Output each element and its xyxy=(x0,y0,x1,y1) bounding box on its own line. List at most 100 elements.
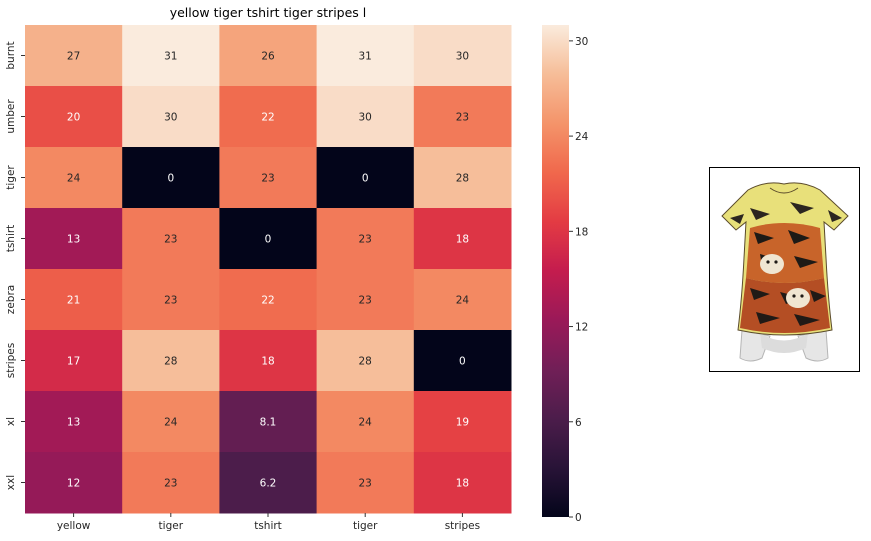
heatmap-cell xyxy=(413,208,512,270)
y-tick-label: zebra xyxy=(5,285,17,314)
heatmap-cell xyxy=(413,86,512,148)
product-image-panel xyxy=(709,167,860,372)
heatmap-cell xyxy=(316,330,415,392)
cell-annotation: 0 xyxy=(362,173,369,185)
y-tick-label: tiger xyxy=(5,165,17,190)
cell-annotation: 17 xyxy=(67,356,80,368)
colorbar-tick-label: 12 xyxy=(575,322,588,334)
cell-annotation: 22 xyxy=(261,295,274,307)
cell-annotation: 24 xyxy=(456,295,470,307)
cell-annotation: 28 xyxy=(456,173,469,185)
cell-annotation: 18 xyxy=(456,478,469,490)
cell-annotation: 28 xyxy=(359,356,372,368)
colorbar-gradient xyxy=(542,25,569,517)
heatmap-cell xyxy=(316,208,415,270)
cell-annotation: 6.2 xyxy=(260,478,277,490)
heatmap-cell xyxy=(413,391,512,453)
cell-annotation: 23 xyxy=(164,478,177,490)
cell-annotation: 23 xyxy=(456,112,469,124)
heatmap-cell xyxy=(219,208,318,270)
cell-annotation: 24 xyxy=(67,173,81,185)
cell-annotation: 13 xyxy=(67,417,80,429)
cell-annotation: 0 xyxy=(167,173,174,185)
cell-annotation: 21 xyxy=(67,295,80,307)
heatmap-cell xyxy=(413,147,512,209)
y-tick-label: umber xyxy=(5,99,17,134)
heatmap-cell xyxy=(122,86,220,148)
heatmap-cell xyxy=(219,269,318,331)
cell-annotation: 22 xyxy=(261,112,274,124)
heatmap-cell xyxy=(25,452,123,514)
cell-annotation: 30 xyxy=(164,112,177,124)
cell-annotation: 30 xyxy=(456,51,469,63)
cell-annotation: 23 xyxy=(164,234,177,246)
heatmap-cell xyxy=(122,330,220,392)
heatmap-cell xyxy=(316,147,415,209)
heatmap-cells: 27 31 26 31 30 20 30 22 30 23 24 0 23 0 28 13 23 0 23 18 21 2… xyxy=(25,25,512,514)
cell-annotation: 31 xyxy=(359,51,372,63)
heatmap-cell xyxy=(122,147,220,209)
heatmap-cell xyxy=(25,25,123,87)
cell-annotation: 0 xyxy=(265,234,272,246)
heatmap-cell xyxy=(316,391,415,453)
heatmap-cell xyxy=(25,86,123,148)
y-tick-label: xxl xyxy=(5,475,17,490)
heatmap-cell xyxy=(413,330,512,392)
heatmap-cell xyxy=(219,391,318,453)
colorbar-tick-label: 6 xyxy=(575,417,582,429)
x-tick-label: yellow xyxy=(57,520,91,532)
y-axis-ticks: burnt umber tiger tshirt zebra stripes xl xxl xyxy=(5,41,25,490)
colorbar-tick-label: 24 xyxy=(575,131,589,143)
cell-annotation: 8.1 xyxy=(260,417,277,429)
heatmap-cell xyxy=(122,391,220,453)
heatmap-cell xyxy=(219,25,318,87)
x-tick-label: tshirt xyxy=(254,520,282,532)
heatmap-cell xyxy=(316,452,415,514)
heatmap-cell xyxy=(25,269,123,331)
heatmap-cell xyxy=(122,269,220,331)
chart-title: yellow tiger tshirt tiger stripes l xyxy=(170,5,367,20)
x-tick-label: stripes xyxy=(445,520,480,532)
x-axis-ticks: yellow tiger tshirt tiger stripes xyxy=(57,513,480,532)
colorbar: 0 6 12 18 24 30 xyxy=(542,25,589,524)
heatmap-cell xyxy=(25,391,123,453)
cell-annotation: 23 xyxy=(359,478,372,490)
heatmap-cell xyxy=(25,330,123,392)
cell-annotation: 18 xyxy=(456,234,469,246)
heatmap-cell xyxy=(25,147,123,209)
cell-annotation: 23 xyxy=(261,173,274,185)
heatmap-cell xyxy=(413,269,512,331)
heatmap-cell xyxy=(316,269,415,331)
heatmap-cell xyxy=(219,330,318,392)
heatmap-cell xyxy=(122,452,220,514)
x-tick-label: tiger xyxy=(353,520,378,532)
cell-annotation: 12 xyxy=(67,478,80,490)
cell-annotation: 19 xyxy=(456,417,469,429)
cell-annotation: 20 xyxy=(67,112,80,124)
cell-annotation: 24 xyxy=(164,417,178,429)
colorbar-tick-label: 18 xyxy=(575,226,588,238)
cell-annotation: 28 xyxy=(164,356,177,368)
heatmap-cell xyxy=(413,452,512,514)
cell-annotation: 31 xyxy=(164,51,177,63)
cell-annotation: 30 xyxy=(359,112,372,124)
cell-annotation: 13 xyxy=(67,234,80,246)
heatmap-cell xyxy=(316,25,415,87)
cell-annotation: 27 xyxy=(67,51,80,63)
heatmap-cell xyxy=(122,208,220,270)
cell-annotation: 24 xyxy=(359,417,373,429)
tiger-print-tshirt-image xyxy=(721,182,849,362)
y-tick-label: xl xyxy=(5,417,17,426)
heatmap-cell xyxy=(316,86,415,148)
heatmap-cell xyxy=(219,86,318,148)
heatmap-cell xyxy=(219,147,318,209)
cell-annotation: 23 xyxy=(164,295,177,307)
heatmap-cell xyxy=(219,452,318,514)
y-tick-label: tshirt xyxy=(5,225,17,253)
cell-annotation: 0 xyxy=(459,356,466,368)
y-tick-label: burnt xyxy=(5,41,17,69)
cell-annotation: 23 xyxy=(359,295,372,307)
colorbar-tick-label: 0 xyxy=(575,512,582,524)
heatmap-cell xyxy=(25,208,123,270)
